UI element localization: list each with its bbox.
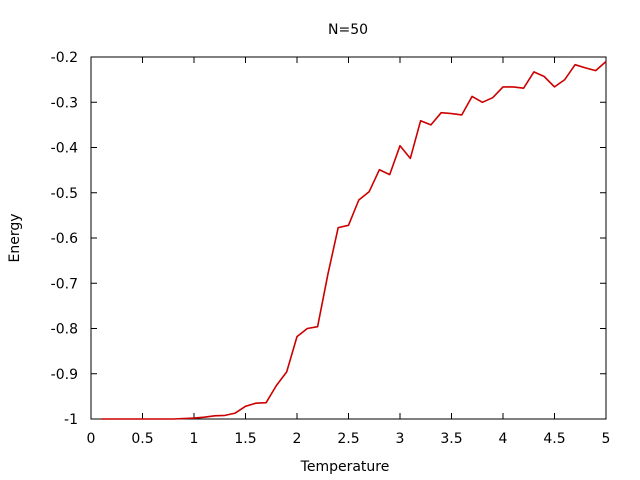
x-axis-label: Temperature [300, 459, 390, 475]
x-tick-label: 1.5 [234, 431, 256, 447]
x-tick-label: 5 [602, 431, 611, 447]
x-tick-label: 2.5 [337, 431, 359, 447]
y-tick-label: -0.5 [51, 186, 78, 202]
y-tick-label: -0.3 [51, 95, 78, 111]
y-tick-labels: -0.2 -0.3 -0.4 -0.5 -0.6 -0.7 -0.8 -0.9 -1 [51, 50, 78, 428]
x-tick-label: 3.5 [440, 431, 462, 447]
y-tick-label: -0.8 [51, 322, 78, 338]
y-tick-label: -0.4 [51, 141, 78, 157]
axis-ticks [90, 56, 607, 420]
x-tick-label: 0.5 [131, 431, 153, 447]
chart-title: N=50 [328, 22, 368, 38]
y-tick-label: -0.9 [51, 367, 78, 383]
x-tick-labels: 0 0.5 1 1.5 2 2.5 3 3.5 4 4.5 5 [87, 431, 611, 447]
x-tick-label: 1 [190, 431, 199, 447]
y-tick-label: -0.6 [51, 231, 78, 247]
x-tick-label: 2 [293, 431, 302, 447]
x-tick-label: 0 [87, 431, 96, 447]
y-tick-label: -1 [64, 412, 78, 428]
x-tick-label: 3 [396, 431, 405, 447]
x-tick-label: 4 [499, 431, 508, 447]
y-axis-label: Energy [7, 213, 23, 262]
y-tick-label: -0.7 [51, 276, 78, 292]
series-line [101, 60, 607, 420]
plot-frame [90, 56, 607, 420]
series-layer [101, 60, 607, 420]
y-tick-label: -0.2 [51, 50, 78, 66]
x-tick-label: 4.5 [543, 431, 565, 447]
